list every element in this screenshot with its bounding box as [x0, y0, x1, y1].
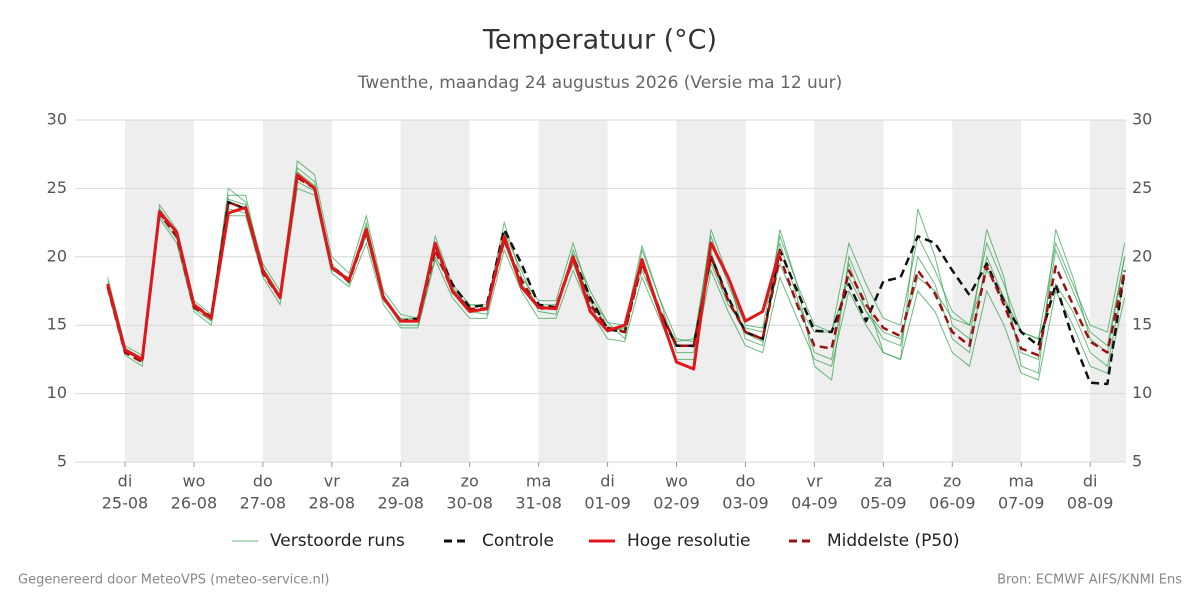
ensemble-line — [107, 187, 1126, 381]
x-tick-label: 08-09 — [1067, 494, 1114, 513]
y2-tick-label: 30 — [1132, 110, 1152, 129]
x-tick-label: 30-08 — [446, 494, 493, 513]
chart-title: Temperatuur (°C) — [482, 25, 717, 56]
day-band — [400, 120, 470, 462]
y2-tick-label: 10 — [1132, 383, 1152, 402]
x-tick-label: 02-09 — [653, 494, 700, 513]
x-tick-label: ma — [1009, 472, 1034, 491]
x-tick-label: 03-09 — [722, 494, 769, 513]
x-tick-label: 05-09 — [860, 494, 907, 513]
x-tick-label: 07-09 — [998, 494, 1045, 513]
x-tick-label: zo — [943, 472, 961, 491]
legend-label: Middelste (P50) — [827, 531, 960, 551]
x-tick-label: zo — [461, 472, 479, 491]
x-tick-label: di — [600, 472, 615, 491]
y2-tick-label: 20 — [1132, 246, 1152, 265]
x-tick-label: vr — [806, 472, 822, 491]
x-tick-label: wo — [665, 472, 688, 491]
x-tick-label: di — [118, 472, 133, 491]
y-tick-label: 20 — [47, 246, 67, 265]
legend-label: Hoge resolutie — [627, 531, 751, 551]
legend-label: Verstoorde runs — [270, 531, 405, 551]
legend-label: Controle — [482, 531, 554, 551]
y2-tick-label: 25 — [1132, 178, 1152, 197]
day-band — [124, 120, 194, 462]
x-tick-label: 04-09 — [791, 494, 838, 513]
y-tick-label: 15 — [47, 315, 67, 334]
x-tick-label: vr — [324, 472, 340, 491]
series-line — [106, 173, 782, 371]
x-tick-label: 27-08 — [240, 494, 287, 513]
x-tick-label: do — [735, 472, 755, 491]
x-tick-label: do — [253, 472, 273, 491]
series-line — [106, 173, 1126, 386]
x-tick-label: wo — [182, 472, 205, 491]
x-tick-label: 28-08 — [309, 494, 356, 513]
x-tick-label: 25-08 — [102, 494, 149, 513]
background — [75, 119, 1126, 463]
y-tick-label: 25 — [47, 178, 67, 197]
x-tick-label: 26-08 — [171, 494, 218, 513]
x-tick-label: za — [874, 472, 892, 491]
y2-tick-label: 15 — [1132, 315, 1152, 334]
ensemble-line — [107, 160, 1126, 357]
x-tick-label: ma — [526, 472, 551, 491]
x-tick-label: 01-09 — [584, 494, 631, 513]
y-tick-label: 10 — [47, 383, 67, 402]
x-tick-label: di — [1083, 472, 1098, 491]
footer-right: Bron: ECMWF AIFS/KNMI Ens — [997, 573, 1182, 588]
footer-left: Gegenereerd door MeteoVPS (meteo-service… — [18, 573, 329, 588]
x-tick-label: za — [392, 472, 410, 491]
y-tick-label: 5 — [57, 452, 67, 471]
y2-tick-label: 5 — [1132, 452, 1142, 471]
x-tick-label: 31-08 — [515, 494, 562, 513]
day-band — [538, 120, 608, 462]
x-tick-label: 29-08 — [377, 494, 424, 513]
y-tick-label: 30 — [47, 110, 67, 129]
x-tick-label: 06-09 — [929, 494, 976, 513]
chart-subtitle: Twenthe, maandag 24 augustus 2026 (Versi… — [357, 73, 842, 93]
